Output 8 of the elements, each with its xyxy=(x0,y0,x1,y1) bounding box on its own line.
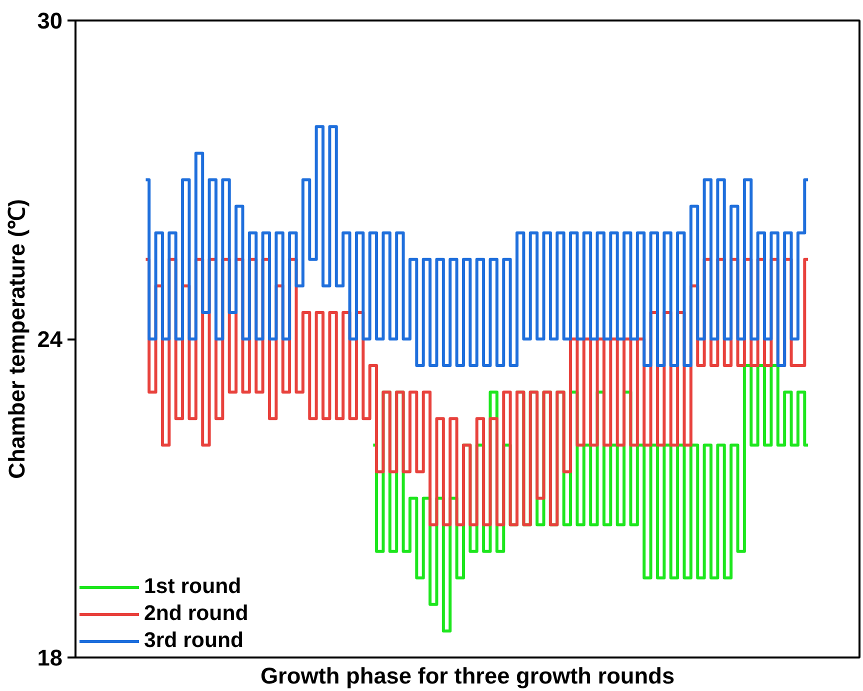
legend-label: 3rd round xyxy=(144,628,244,653)
legend-label: 1st round xyxy=(144,574,242,599)
legend-label: 2nd round xyxy=(144,601,248,626)
y-tick-label: 30 xyxy=(37,8,62,34)
x-axis-title: Growth phase for three growth rounds xyxy=(260,662,675,688)
y-tick-label: 18 xyxy=(37,644,62,670)
y-axis-title: Chamber temperature (℃) xyxy=(3,199,30,479)
y-tick-label: 24 xyxy=(37,326,63,352)
